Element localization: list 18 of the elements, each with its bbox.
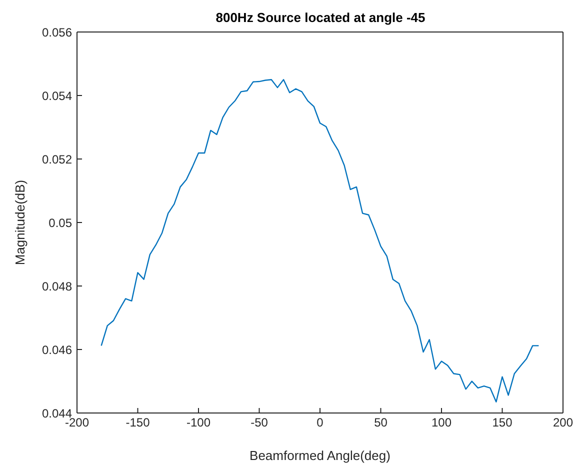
y-tick-label: 0.054 — [42, 88, 72, 103]
x-tick-label: -100 — [186, 416, 211, 430]
x-tick-label: 0 — [316, 416, 324, 430]
line-series — [100, 79, 540, 402]
x-tick-label: 150 — [492, 416, 513, 430]
x-tick-label: 50 — [374, 416, 388, 430]
y-tick-label: 0.046 — [42, 342, 72, 357]
y-axis-title: Magnitude(dB) — [12, 180, 28, 266]
y-tick-label: 0.056 — [42, 25, 72, 40]
y-tick-label: 0.048 — [42, 279, 72, 294]
y-tick-label: 0.052 — [42, 152, 72, 166]
x-tick-label: -150 — [126, 416, 150, 430]
y-tick-label: 0.05 — [48, 216, 72, 230]
x-tick-label: 100 — [431, 416, 452, 430]
chart-title: 800Hz Source located at angle -45 — [214, 10, 426, 25]
x-tick-label: -50 — [250, 416, 268, 430]
x-tick-label: 200 — [552, 416, 574, 430]
x-axis-title: Beamformed Angle(deg) — [250, 448, 390, 463]
